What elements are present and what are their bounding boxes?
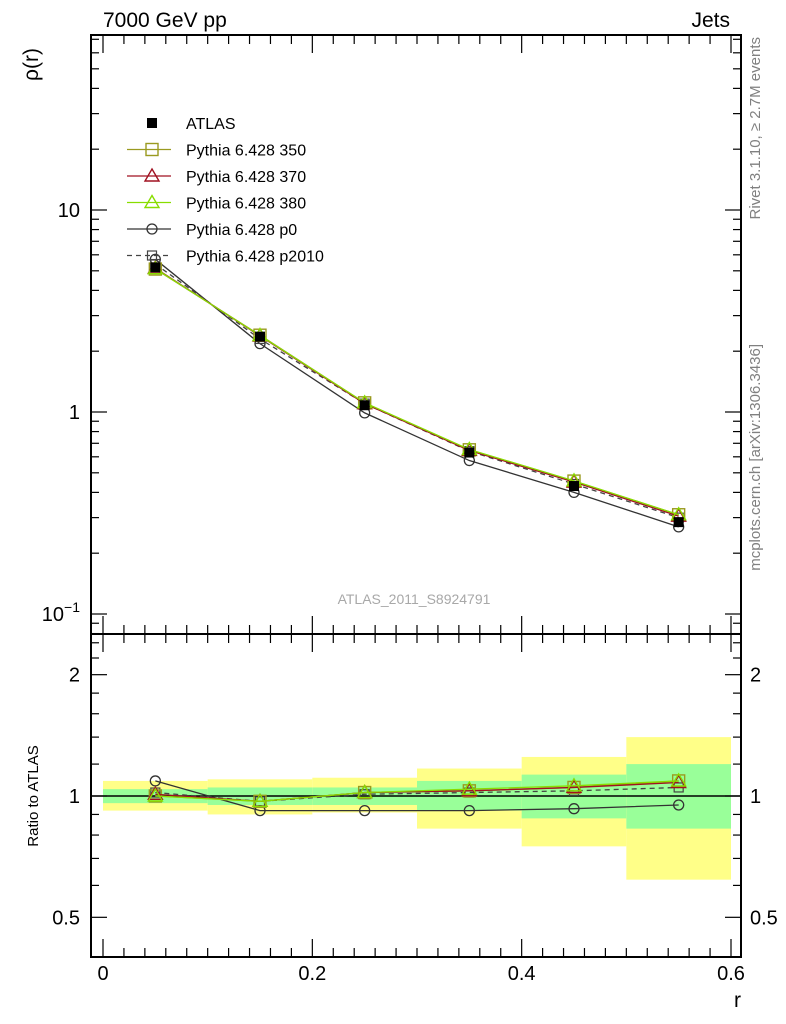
legend-label: Pythia 6.428 370 [186, 169, 306, 186]
legend-label: Pythia 6.428 p2010 [186, 249, 324, 266]
y-tick-label: 1 [69, 402, 80, 424]
header-left: 7000 GeV pp [103, 9, 227, 32]
legend-marker [145, 142, 159, 157]
data-point [565, 777, 583, 792]
ratio-y-tick-label: 2 [69, 665, 80, 687]
series-line [154, 263, 679, 519]
y-tick-label-base: 10 [42, 604, 64, 626]
legend-marker [143, 194, 161, 209]
y-tick-label-exponent: −1 [64, 599, 80, 615]
mcplots-info-text: mcplots.cern.ch [arXiv:1306.3436] [747, 344, 764, 571]
y-tick-label: 10 [58, 200, 80, 222]
ratio-y-tick-label-right: 2 [750, 665, 761, 687]
x-tick-label: 0.2 [298, 963, 326, 985]
ratio-series-3 [149, 775, 685, 817]
legend-label: Pythia 6.428 380 [186, 196, 306, 213]
data-point [670, 772, 687, 787]
legend-marker [143, 167, 161, 182]
series-line [155, 780, 679, 812]
legend-entry: Pythia 6.428 380 [127, 194, 306, 213]
legend-entry: Pythia 6.428 p2010 [127, 249, 324, 266]
ratio-y-tick-label: 1 [69, 786, 80, 808]
data-point [147, 787, 164, 802]
series-5 [150, 258, 684, 523]
legend-label: Pythia 6.428 p0 [186, 222, 297, 239]
data-point [461, 780, 478, 795]
x-axis-label: r [734, 989, 741, 1012]
series-3 [147, 260, 687, 521]
legend-marker [147, 118, 157, 128]
x-tick-label: 0.4 [508, 963, 536, 985]
series-line [155, 786, 679, 802]
series-line [154, 268, 679, 516]
legend-marker [146, 223, 158, 235]
header-right: Jets [691, 9, 730, 32]
y-tick-label-base: 10 [58, 200, 80, 222]
data-point [147, 785, 164, 800]
y-axis-label: ρ(r) [20, 48, 43, 81]
legend-marker [146, 250, 158, 261]
legend-entry: ATLAS [147, 116, 236, 133]
y-tick-label-base: 1 [69, 402, 80, 424]
legend-entry: Pythia 6.428 350 [127, 143, 306, 160]
x-tick-label: 0.6 [717, 963, 745, 985]
series-line [154, 267, 679, 517]
ratio-y-axis-label: Ratio to ATLAS [25, 745, 42, 846]
series-1 [148, 262, 686, 522]
ratio-y-tick-label-right: 1 [750, 786, 761, 808]
ratio-y-tick-label: 0.5 [52, 907, 80, 929]
legend-entry: Pythia 6.428 p0 [127, 222, 297, 239]
data-point [673, 799, 685, 811]
legend-entry: Pythia 6.428 370 [127, 167, 306, 186]
series-0 [150, 262, 684, 528]
series-line [155, 780, 679, 802]
legend-label: Pythia 6.428 350 [186, 143, 306, 160]
y-tick-label: 10−1 [42, 599, 80, 626]
legend: ATLAS Pythia 6.428 350 Pythia 6.428 370 Pyt… [127, 116, 324, 266]
data-point [251, 792, 269, 808]
data-point [568, 803, 580, 815]
ratio-y-tick-label-right: 0.5 [750, 907, 778, 929]
series-line [154, 268, 679, 516]
x-tick-label: 0 [97, 963, 108, 985]
data-point [356, 784, 373, 799]
series-2 [147, 259, 687, 522]
legend-label: ATLAS [186, 116, 236, 133]
data-point [359, 804, 371, 817]
ratio-series-2 [147, 772, 687, 808]
series-line [154, 258, 679, 528]
data-point [463, 804, 475, 817]
analysis-watermark: ATLAS_2011_S8924791 [338, 591, 491, 607]
rivet-info-text: Rivet 3.1.10, ≥ 2.7M events [747, 37, 764, 220]
